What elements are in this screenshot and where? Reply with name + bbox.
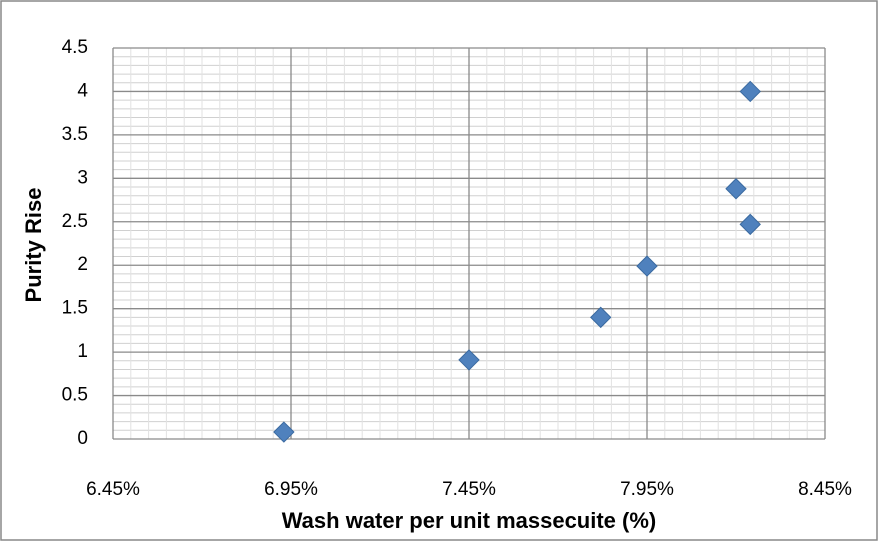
y-tick-label: 1.5 (62, 298, 88, 319)
scatter-point (739, 213, 761, 236)
scatter-point (590, 306, 612, 329)
scatter-point (273, 421, 295, 443)
y-tick-label: 0.5 (62, 385, 88, 406)
y-tick-label: 2 (77, 254, 88, 275)
y-tick-label: 1 (77, 341, 88, 362)
scatter-point (458, 349, 480, 371)
x-tick-label: 8.45% (798, 479, 852, 500)
scatter-point (739, 80, 761, 103)
y-tick-label: 3.5 (62, 124, 88, 145)
y-tick-label: 0 (77, 428, 88, 449)
x-tick-label: 6.95% (264, 479, 318, 500)
y-tick-label: 4.5 (62, 37, 88, 58)
y-tick-label: 3 (77, 167, 88, 188)
y-axis-title: Purity Rise (21, 188, 46, 303)
x-tick-label: 6.45% (86, 479, 140, 500)
y-tick-label: 4 (77, 80, 88, 101)
x-tick-label: 7.95% (620, 479, 674, 500)
scatter-point (725, 178, 747, 200)
x-tick-label: 7.45% (442, 479, 496, 500)
y-tick-label: 2.5 (62, 211, 88, 232)
x-axis-title: Wash water per unit massecuite (%) (282, 508, 657, 533)
scatter-point (636, 255, 658, 277)
